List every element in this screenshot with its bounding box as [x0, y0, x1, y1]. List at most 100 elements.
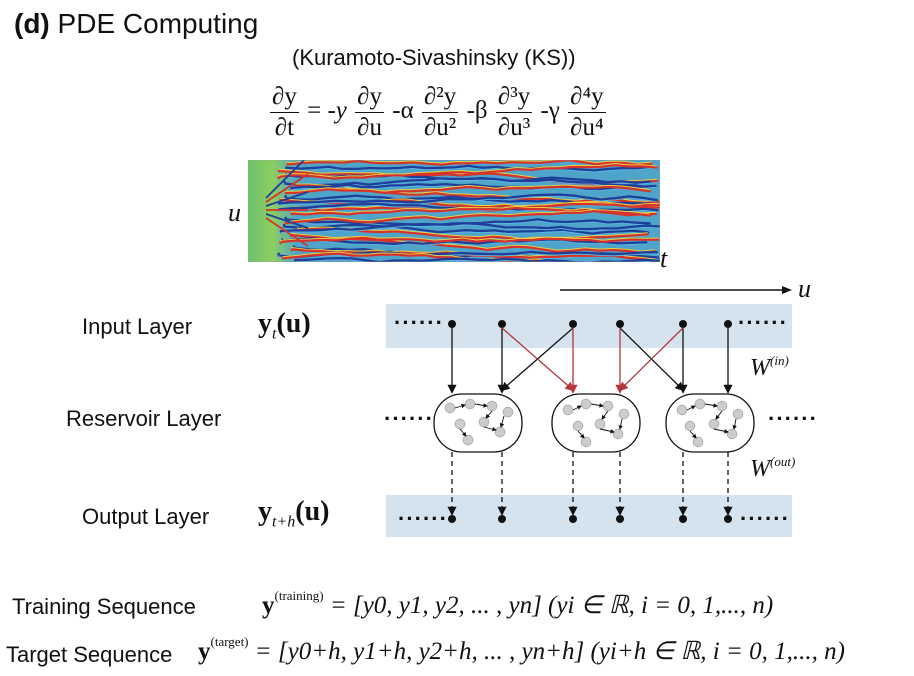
- output-symbol-y: y: [258, 496, 272, 527]
- output-ellipsis-left: ······: [398, 506, 448, 531]
- crest-stripe: [284, 185, 652, 195]
- fan-stripe: [265, 213, 309, 229]
- reservoir-3: [665, 393, 755, 453]
- input-node: [448, 320, 456, 328]
- stripe-highlight: [280, 235, 659, 242]
- input-symbol-arg: (u): [276, 308, 311, 339]
- stripe-highlight: [295, 259, 658, 262]
- input-arrows: [447, 327, 733, 394]
- input-node: [498, 320, 506, 328]
- stripe-highlight: [285, 209, 650, 223]
- input-node: [724, 320, 732, 328]
- target-y: y: [198, 638, 211, 665]
- stripe-highlight: [280, 224, 660, 234]
- output-symbol-arg: (u): [295, 496, 330, 527]
- stripe-highlight: [278, 163, 657, 178]
- lhs-fraction: ∂y ∂t: [270, 82, 299, 143]
- t3-coef: -β: [466, 97, 488, 125]
- input-node: [616, 320, 624, 328]
- lhs-den: ∂t: [274, 114, 295, 141]
- output-arrows: [447, 452, 733, 516]
- reservoir-ellipsis-right: ······: [768, 406, 818, 431]
- output-nodes: [448, 515, 732, 523]
- t2-fraction: ∂²y ∂u²: [421, 82, 459, 143]
- stripe-highlight: [290, 232, 656, 252]
- fan-stripe: [265, 217, 309, 247]
- equation-subtitle: (Kuramoto-Sivashinsky (KS)): [292, 45, 576, 70]
- w-out-label: W(out): [750, 454, 796, 483]
- panel-title-text: PDE Computing: [57, 8, 259, 39]
- crest-stripe: [284, 210, 651, 225]
- output-node: [448, 515, 456, 523]
- target-sup: (target): [210, 634, 249, 649]
- ks-equation: ∂y ∂t = -y ∂y ∂u -α ∂²y ∂u² -β ∂³y ∂u³ -…: [268, 82, 608, 143]
- input-ellipsis-right: ······: [738, 310, 788, 335]
- t2-coef: -α: [392, 97, 414, 125]
- w-out-text: W: [750, 456, 770, 482]
- training-sequence-label: Training Sequence: [12, 594, 196, 619]
- t2-den: ∂u²: [423, 114, 457, 141]
- target-sequence-label: Target Sequence: [6, 642, 173, 667]
- u-axis-label: u: [798, 274, 811, 303]
- trough-stripe: [294, 256, 660, 262]
- trough-stripe: [277, 193, 659, 205]
- input-ellipsis-left: ······: [394, 310, 444, 335]
- output-node: [724, 515, 732, 523]
- training-sup: (training): [274, 588, 324, 603]
- ks-heatmap: [248, 160, 660, 262]
- stripe-highlight: [282, 251, 648, 262]
- training-y: y: [262, 592, 275, 619]
- reservoir-2: [551, 393, 641, 453]
- w-in-sup: (in): [770, 353, 789, 368]
- heatmap-u-label: u: [228, 198, 241, 227]
- output-symbol: yt+h(u): [258, 496, 329, 532]
- stripe-highlight: [278, 253, 657, 260]
- t2-num: ∂²y: [421, 82, 459, 113]
- lhs-num: ∂y: [270, 82, 299, 113]
- fan-stripe: [265, 160, 306, 199]
- cross-arrows: [501, 327, 684, 394]
- reservoir-network: [386, 304, 792, 537]
- reservoir-1: [433, 393, 523, 453]
- t3-den: ∂u³: [497, 114, 531, 141]
- trough-stripe: [285, 164, 652, 172]
- fan-stripe: [265, 191, 309, 207]
- trough-stripe: [279, 222, 660, 234]
- t4-den: ∂u⁴: [570, 114, 604, 141]
- stripe-highlight: [285, 167, 651, 173]
- input-symbol-y: y: [258, 308, 272, 339]
- input-node: [569, 320, 577, 328]
- crest-stripe: [286, 160, 653, 166]
- stripe-highlight: [287, 160, 652, 164]
- target-rhs: = [y0+h, y1+h, y2+h, ... , yn+h] (yi+h ∈…: [254, 638, 845, 665]
- t3-num: ∂³y: [495, 82, 533, 113]
- t1-num: ∂y: [355, 82, 385, 113]
- crest-stripe: [279, 236, 660, 245]
- input-symbol-sub: t: [272, 325, 277, 343]
- w-in-label: W(in): [750, 353, 789, 382]
- trough-stripe: [283, 177, 650, 189]
- training-rhs: = [y0, y1, y2, ... , yn] (yi ∈ ℝ, i = 0,…: [329, 592, 774, 619]
- t4-coef: -γ: [540, 97, 560, 125]
- stripe-highlight: [281, 239, 647, 247]
- output-node: [679, 515, 687, 523]
- heatmap-t-label: t: [660, 244, 668, 273]
- stripe-highlight: [285, 184, 651, 192]
- crest-stripe: [277, 163, 658, 180]
- t1-coef: y: [335, 97, 347, 125]
- heatmap-stripes: [265, 160, 660, 262]
- t1-den: ∂u: [357, 114, 383, 141]
- t4-fraction: ∂⁴y ∂u⁴: [568, 82, 606, 143]
- w-in-text: W: [750, 355, 770, 381]
- output-node: [498, 515, 506, 523]
- trough-stripe: [282, 223, 650, 235]
- training-sequence-formula: y(training) = [y0, y1, y2, ... , yn] (yi…: [262, 588, 774, 620]
- output-node: [616, 515, 624, 523]
- w-out-sup: (out): [770, 454, 796, 469]
- reservoir-ellipsis-left: ······: [384, 406, 434, 431]
- eq-sign: = -: [307, 97, 336, 125]
- t1-fraction: ∂y ∂u: [355, 82, 385, 143]
- panel-title: (d) PDE Computing: [14, 8, 258, 40]
- t3-fraction: ∂³y ∂u³: [495, 82, 533, 143]
- panel-tag: (d): [14, 8, 50, 39]
